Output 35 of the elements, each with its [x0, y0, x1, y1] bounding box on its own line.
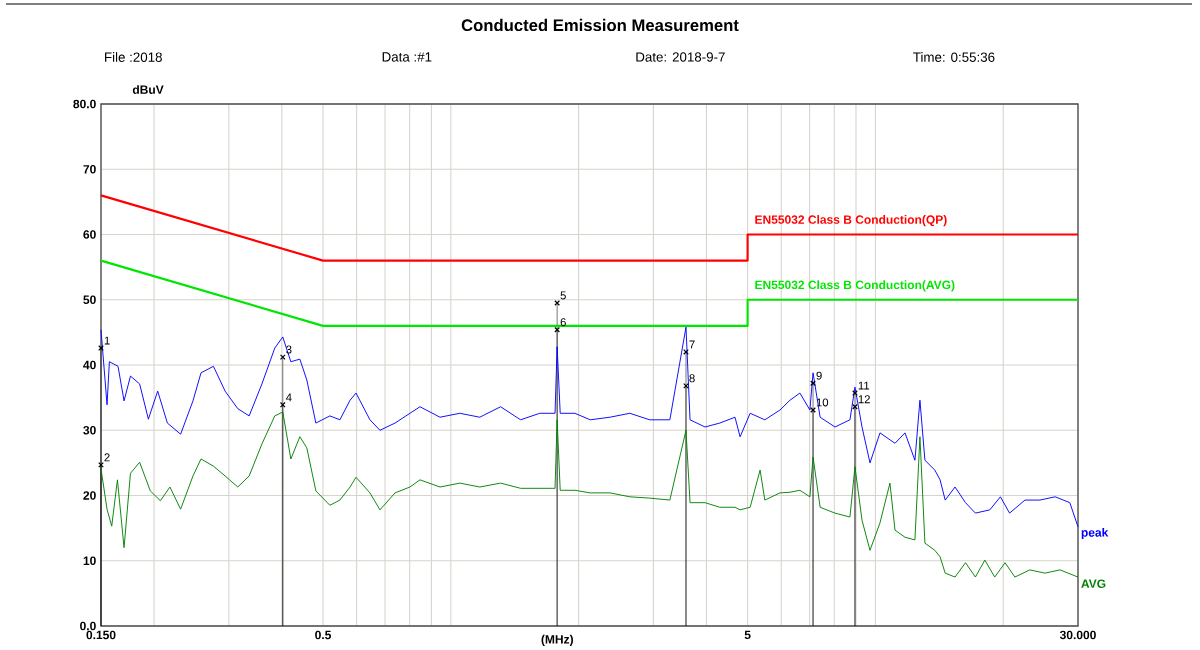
annotation: 11 — [858, 381, 870, 390]
annotation: 10 — [816, 398, 829, 407]
series-label: AVG — [1081, 579, 1106, 588]
x-tick-label: 30.000 — [1059, 630, 1096, 640]
annotation: 2 — [104, 453, 110, 462]
y-tick-label: 70 — [83, 165, 96, 174]
series-label: peak — [1081, 527, 1109, 540]
text: Time: 0:55:36 — [913, 52, 995, 62]
annotation: 12 — [858, 395, 870, 404]
y-tick-label: 80.0 — [73, 99, 96, 109]
y-tick-label: 30 — [83, 425, 96, 435]
y-tick-label: 10 — [83, 556, 96, 566]
text: Date: 2018-9-7 — [636, 52, 725, 62]
series-label: EN55032 Class B Conduction(QP) — [755, 215, 947, 227]
annotation: 9 — [816, 371, 822, 380]
annotation: 4 — [285, 393, 292, 402]
y-tick-label: 60 — [83, 230, 96, 239]
text: Data :#1 — [382, 52, 432, 62]
chart-title: Conducted Emission Measurement — [461, 18, 739, 32]
annotation: 5 — [560, 291, 566, 300]
y-tick-label: 40 — [83, 360, 96, 370]
y-tick-label: 20 — [83, 491, 96, 500]
x-axis-title: (MHz) — [541, 634, 573, 646]
x-tick-label: 5 — [744, 630, 751, 640]
y-tick-label: 50 — [83, 295, 96, 305]
x-tick-label: 0.5 — [315, 630, 332, 640]
annotation: 1 — [104, 336, 110, 345]
y-tick-label: 0.0 — [80, 621, 96, 631]
y-axis-title: dBuV — [132, 85, 164, 94]
annotation: 6 — [560, 318, 566, 327]
annotation: 7 — [689, 340, 695, 349]
x-tick-label: 0.150 — [86, 630, 116, 640]
series-label: EN55032 Class B Conduction(AVG) — [755, 280, 955, 292]
annotation: 8 — [689, 374, 695, 383]
text: File :2018 — [105, 52, 162, 62]
